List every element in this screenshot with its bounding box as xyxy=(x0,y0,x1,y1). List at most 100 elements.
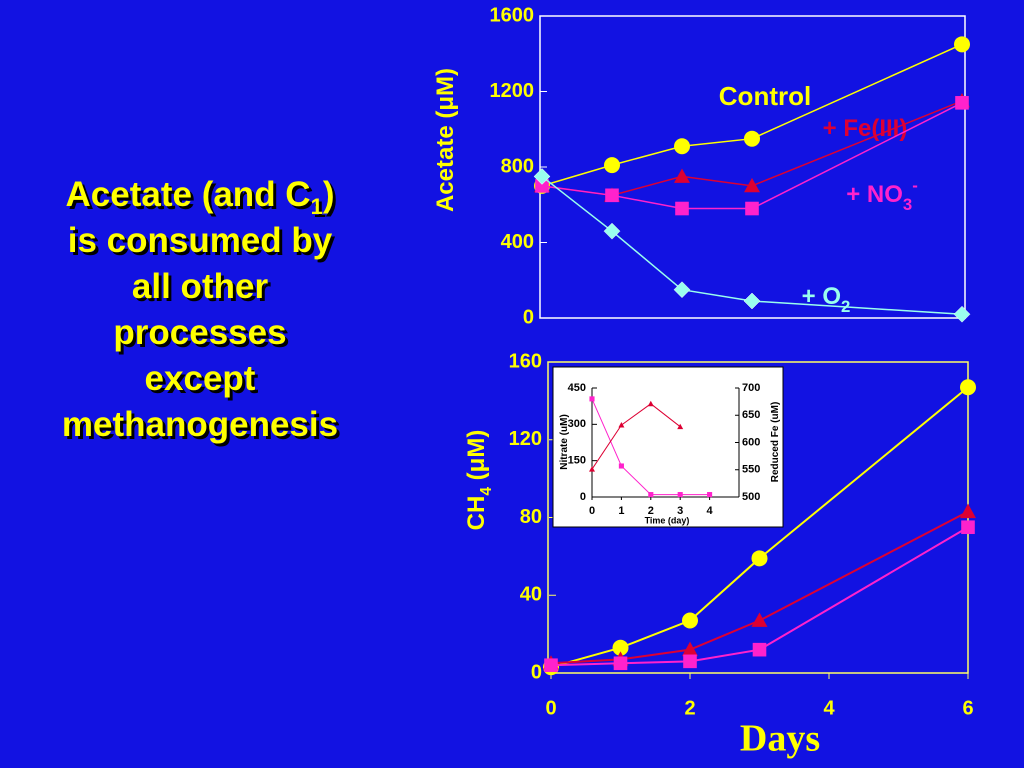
point xyxy=(751,612,768,627)
y2-tick-label: 600 xyxy=(742,436,760,448)
y-axis-label: Nitrate (uM) xyxy=(559,414,570,470)
statement-line: processes xyxy=(113,313,287,352)
series-label-part: + O xyxy=(802,283,841,310)
y2-axis-label: Reduced Fe (uM) xyxy=(770,402,781,483)
point xyxy=(751,550,768,567)
y2-tick-label: 650 xyxy=(742,409,760,421)
point xyxy=(954,36,970,53)
point xyxy=(618,463,624,469)
y-tick-label: 1200 xyxy=(490,80,535,102)
x-tick-label: 2 xyxy=(684,697,695,719)
point xyxy=(677,423,684,430)
series-label-sub: 3 xyxy=(903,195,912,214)
point xyxy=(673,281,691,299)
point xyxy=(745,201,759,216)
x-axis-label: Time (day) xyxy=(645,515,690,525)
y-tick-label: 40 xyxy=(520,584,542,606)
series-label-sup: - xyxy=(912,176,918,195)
point xyxy=(960,503,976,519)
point xyxy=(953,305,971,323)
point xyxy=(605,188,619,203)
series-label: Control xyxy=(719,81,811,111)
point xyxy=(612,639,629,656)
point xyxy=(752,642,767,657)
y-tick-label: 400 xyxy=(501,231,534,253)
y2-tick-label: 700 xyxy=(742,382,760,394)
y2-tick-label: 500 xyxy=(742,491,760,503)
y-axis-label-part: Acetate (μM) xyxy=(432,68,459,212)
point xyxy=(743,292,761,310)
statement-sub: 1 xyxy=(310,194,323,219)
point xyxy=(961,520,975,535)
point xyxy=(955,96,969,110)
point xyxy=(682,641,698,657)
x-tick-label: 1 xyxy=(618,505,624,517)
statement-text: Acetate (and C xyxy=(65,175,311,214)
y-tick-label: 800 xyxy=(501,155,534,177)
x-axis-label: Days xyxy=(740,718,820,760)
y-tick-label: 120 xyxy=(509,428,542,450)
point xyxy=(535,179,549,193)
y-axis-label: CH4 (μM) xyxy=(463,430,494,531)
y-axis-label-part: CH xyxy=(463,496,490,531)
statement-line: Acetate (and C1) xyxy=(10,172,390,218)
point xyxy=(613,656,628,671)
point xyxy=(677,492,683,498)
point xyxy=(707,492,713,498)
x-tick-label: 0 xyxy=(589,505,595,517)
x-tick-label: 4 xyxy=(823,697,835,719)
y-tick-label: 1600 xyxy=(490,4,535,26)
point xyxy=(683,654,697,669)
point xyxy=(744,130,760,147)
y-axis-label-part: 4 xyxy=(478,487,495,496)
x-tick-label: 0 xyxy=(545,697,556,719)
point xyxy=(544,658,558,673)
y2-tick-label: 550 xyxy=(742,464,760,476)
point xyxy=(533,168,551,185)
point xyxy=(603,222,621,240)
y-axis-label-part: (μM) xyxy=(463,430,490,487)
series-label: + Fe(III) xyxy=(823,115,908,142)
y-tick-label: 300 xyxy=(568,418,586,430)
series-label: + O2 xyxy=(802,283,851,316)
point xyxy=(674,138,690,155)
y-axis-label-part: Nitrate (uM) xyxy=(559,414,570,470)
series-label-part: Control xyxy=(719,81,811,111)
point xyxy=(675,201,689,216)
y-tick-label: 0 xyxy=(580,491,586,503)
x-tick-label: 3 xyxy=(677,505,683,517)
statement-line: methanogenesis xyxy=(61,405,339,444)
y-tick-label: 160 xyxy=(509,350,542,372)
point xyxy=(674,168,690,183)
series-label: + NO3- xyxy=(846,176,918,214)
statement-line: all other xyxy=(131,267,269,306)
y-tick-label: 0 xyxy=(531,661,542,683)
series-line xyxy=(591,403,681,470)
point xyxy=(648,492,654,498)
point xyxy=(960,379,976,396)
statement-line: except xyxy=(144,359,256,398)
x-tick-label: 6 xyxy=(962,697,973,719)
series-label-part: + NO xyxy=(846,181,903,208)
y-axis-label: Acetate (μM) xyxy=(432,68,459,212)
statement-text: ) xyxy=(322,175,335,214)
x-tick-label: 4 xyxy=(707,505,714,517)
series-line xyxy=(550,510,969,665)
point xyxy=(647,400,654,407)
statement-line: is consumed by xyxy=(67,221,333,260)
point xyxy=(682,612,698,629)
y-tick-label: 450 xyxy=(568,382,586,394)
y2-axis-label-part: Reduced Fe (uM) xyxy=(770,402,781,483)
point xyxy=(589,396,595,402)
inset-frame xyxy=(552,366,784,528)
series-label-sub: 2 xyxy=(841,297,850,316)
y-tick-label: 0 xyxy=(523,306,534,328)
x-tick-label: 2 xyxy=(648,505,654,517)
point xyxy=(589,466,595,472)
point xyxy=(618,422,625,428)
statement: Acetate (and C1) is consumed by all othe… xyxy=(10,172,390,448)
y-tick-label: 80 xyxy=(520,506,542,528)
y-tick-label: 150 xyxy=(568,455,586,467)
